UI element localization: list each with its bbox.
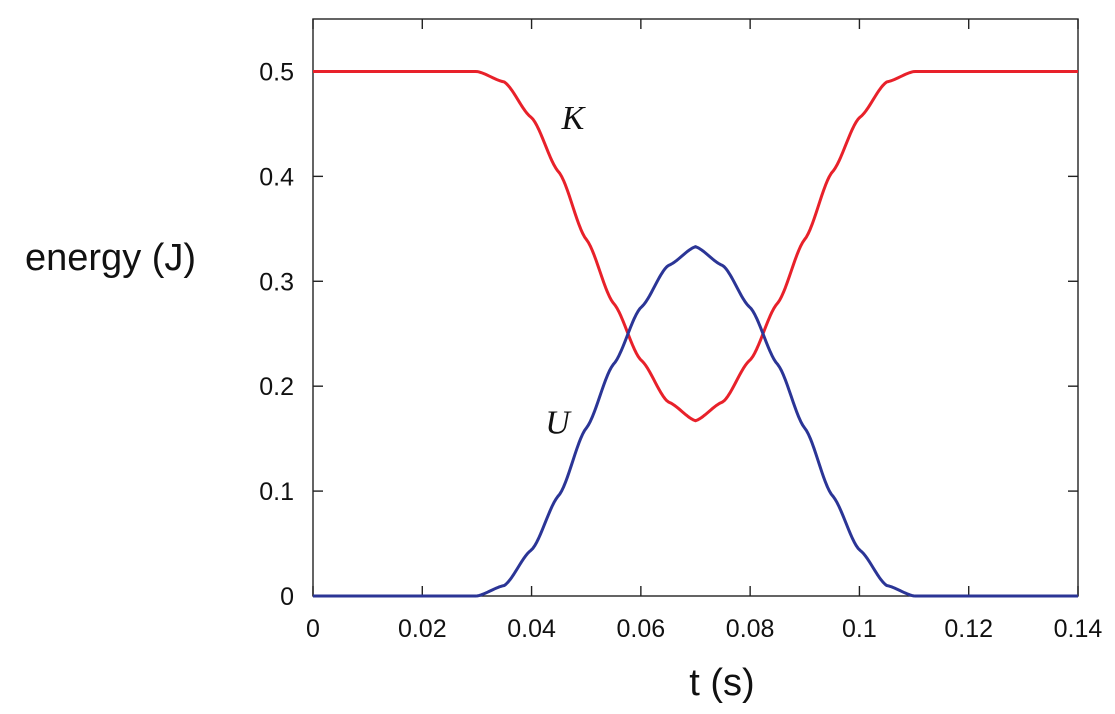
plot-frame bbox=[312, 18, 1079, 597]
y-tick-label: 0.5 bbox=[259, 58, 294, 86]
y-tick-label: 0.4 bbox=[259, 163, 294, 191]
y-tick-label: 0.1 bbox=[259, 478, 294, 506]
series-line-K bbox=[313, 69, 1078, 423]
series-line-U bbox=[313, 245, 1078, 598]
x-tick-label: 0.1 bbox=[842, 615, 877, 643]
x-tick-label: 0.08 bbox=[726, 615, 775, 643]
y-axis-ticks: 0 0.1 0.2 0.3 0.4 0.5 bbox=[259, 58, 1078, 611]
x-tick-label: 0.02 bbox=[398, 615, 447, 643]
x-tick-label: 0.06 bbox=[617, 615, 666, 643]
series-label-U: U bbox=[545, 404, 572, 441]
x-tick-label: 0.04 bbox=[507, 615, 556, 643]
x-axis-ticks: 0 0.02 0.04 0.06 0.08 0.1 0.12 0.14 bbox=[306, 19, 1102, 643]
y-axis-title: energy (J) bbox=[25, 237, 196, 279]
y-tick-label: 0.2 bbox=[259, 373, 294, 401]
x-tick-label: 0.12 bbox=[944, 615, 993, 643]
x-tick-label: 0.14 bbox=[1054, 615, 1103, 643]
y-tick-label: 0 bbox=[280, 583, 294, 611]
series-layer bbox=[313, 69, 1078, 598]
annotation-layer: KU bbox=[545, 100, 586, 441]
x-tick-label: 0 bbox=[306, 615, 320, 643]
series-label-K: K bbox=[561, 100, 587, 137]
x-axis-title: t (s) bbox=[689, 662, 754, 704]
y-tick-label: 0.3 bbox=[259, 268, 294, 296]
